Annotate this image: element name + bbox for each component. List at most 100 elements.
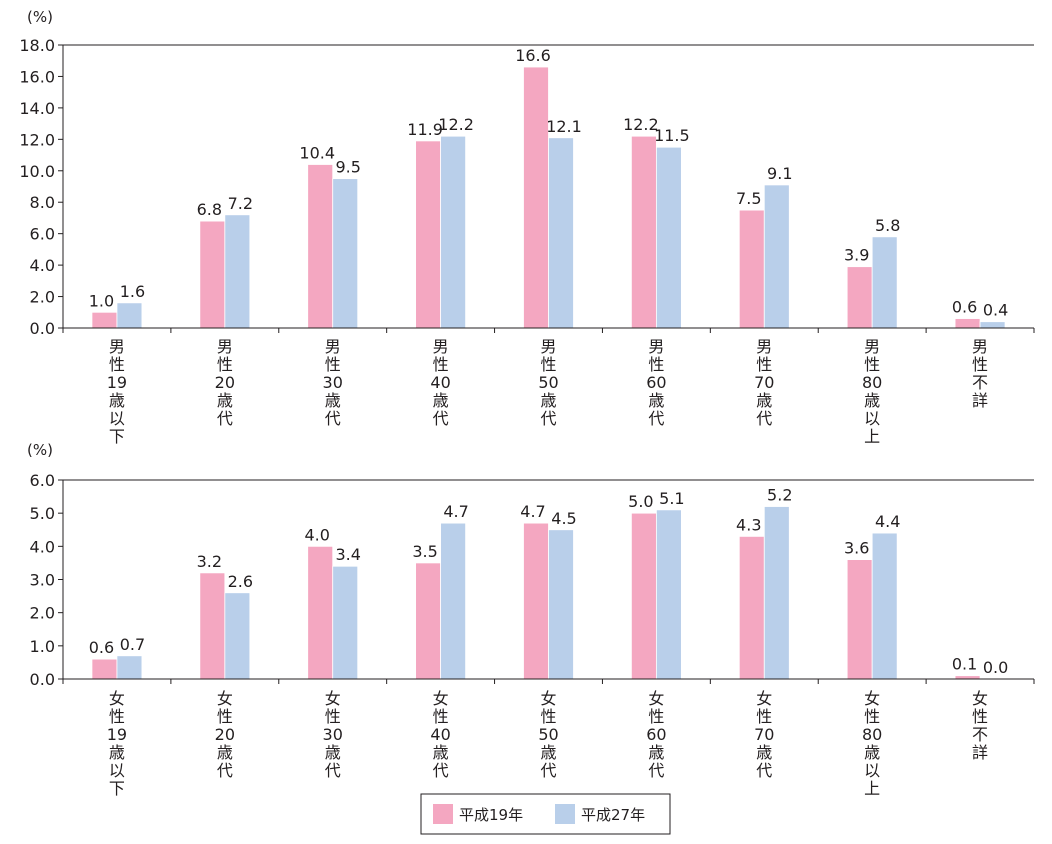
bar-female-s1-7 <box>846 559 873 680</box>
bar-male-s1-0 <box>91 311 118 329</box>
x-category-label: 男性 80 歳以上 <box>862 337 882 446</box>
y-tick-label: 0.0 <box>30 319 55 338</box>
y-unit-label: (%) <box>27 8 53 26</box>
bar-female-s2-2 <box>332 565 359 680</box>
bar-male-s2-7 <box>871 236 898 329</box>
bar-male-s2-0 <box>116 302 143 329</box>
bar-male-s1-5 <box>630 135 657 329</box>
y-tick-label: 16.0 <box>19 67 55 86</box>
y-tick-label: 5.0 <box>30 504 55 523</box>
bar-male-s1-3 <box>415 140 442 329</box>
data-label-male-s2-7: 5.8 <box>875 216 900 235</box>
data-label-male-s2-6: 9.1 <box>767 164 792 183</box>
bar-male-s1-2 <box>307 164 334 329</box>
bar-male-s1-1 <box>199 220 226 329</box>
bar-male-s1-6 <box>738 209 765 329</box>
data-label-male-s1-5: 12.2 <box>623 115 659 134</box>
data-label-female-s2-0: 0.7 <box>120 635 145 654</box>
legend-label-1: 平成19年 <box>459 806 523 824</box>
y-tick-label: 18.0 <box>19 36 55 55</box>
data-label-female-s1-5: 5.0 <box>628 492 653 511</box>
bar-male-s2-5 <box>655 146 682 329</box>
y-tick-label: 12.0 <box>19 130 55 149</box>
chart-female: (%) 0.0 1.0 2.0 3.0 4.0 5.0 6.0 0.6 0.7 女性 19 歳以下 3.2… <box>27 441 1035 798</box>
y-unit-label: (%) <box>27 441 53 459</box>
x-category-label: 女性 30 歳代 <box>323 689 343 780</box>
x-category-label: 男性 60 歳代 <box>646 337 666 428</box>
data-label-female-s2-4: 4.5 <box>551 509 576 528</box>
x-category-label: 女性 80 歳以上 <box>862 689 882 798</box>
y-tick-label: 2.0 <box>30 288 55 307</box>
legend: 平成19年 平成27年 <box>420 793 671 835</box>
bar-male-s1-4 <box>523 66 549 329</box>
data-label-male-s1-8: 0.6 <box>952 298 977 317</box>
y-tick-label: 4.0 <box>30 256 55 275</box>
data-label-male-s1-4: 16.6 <box>515 46 551 65</box>
data-label-female-s2-2: 3.4 <box>335 545 360 564</box>
data-label-male-s2-8: 0.4 <box>983 301 1008 320</box>
data-label-female-s1-2: 4.0 <box>304 525 329 544</box>
data-label-male-s1-7: 3.9 <box>844 246 869 265</box>
y-tick-label: 6.0 <box>30 225 55 244</box>
bar-male-s2-1 <box>224 214 251 329</box>
bar-male-s2-4 <box>548 137 574 329</box>
bar-male-s2-8 <box>979 321 1006 329</box>
y-tick-label: 10.0 <box>19 162 55 181</box>
data-label-male-s1-2: 10.4 <box>299 143 335 162</box>
data-label-female-s2-7: 4.4 <box>875 512 900 531</box>
data-label-female-s1-0: 0.6 <box>89 638 114 657</box>
y-tick-label: 2.0 <box>30 604 55 623</box>
bar-female-s2-0 <box>116 655 143 680</box>
x-category-label: 女性 70 歳代 <box>754 689 774 780</box>
bar-female-s2-5 <box>655 509 682 680</box>
bar-female-s1-2 <box>307 545 334 680</box>
data-label-male-s2-3: 12.2 <box>438 115 474 134</box>
data-label-female-s2-1: 2.6 <box>228 572 253 591</box>
bar-male-s1-8 <box>954 318 981 329</box>
data-label-male-s1-6: 7.5 <box>736 189 761 208</box>
bar-female-s2-6 <box>763 506 790 680</box>
x-category-label: 男性 19 歳以下 <box>107 337 127 446</box>
data-label-female-s1-1: 3.2 <box>197 552 222 571</box>
y-tick-label: 3.0 <box>30 571 55 590</box>
data-label-female-s2-8: 0.0 <box>983 658 1008 677</box>
y-tick-label: 8.0 <box>30 193 55 212</box>
bar-female-s1-3 <box>415 562 442 680</box>
data-label-male-s1-1: 6.8 <box>197 200 222 219</box>
data-label-male-s2-4: 12.1 <box>546 117 582 136</box>
x-category-label: 男性 40 歳代 <box>430 337 450 428</box>
legend-label-2: 平成27年 <box>581 806 645 824</box>
x-category-label: 女性 60 歳代 <box>646 689 666 780</box>
bar-male-s1-7 <box>846 266 873 329</box>
bar-female-s1-0 <box>91 658 118 680</box>
data-label-male-s1-0: 1.0 <box>89 291 114 310</box>
data-label-male-s2-0: 1.6 <box>120 282 145 301</box>
x-category-label: 男性 50 歳代 <box>538 337 558 428</box>
x-category-label: 男性 70 歳代 <box>754 337 774 428</box>
legend-swatch-2 <box>555 804 575 824</box>
data-label-female-s2-3: 4.7 <box>443 502 468 521</box>
y-tick-label: 14.0 <box>19 99 55 118</box>
legend-box <box>420 793 671 835</box>
x-category-label: 女性不詳 <box>972 689 988 762</box>
bar-female-s2-7 <box>871 532 898 680</box>
x-category-label: 女性 19 歳以下 <box>107 689 127 798</box>
bar-female-s1-5 <box>630 512 657 680</box>
data-label-female-s2-6: 5.2 <box>767 486 792 505</box>
bar-male-s2-2 <box>332 178 359 329</box>
x-category-label: 女性 40 歳代 <box>430 689 450 780</box>
x-category-label: 男性 30 歳代 <box>323 337 343 428</box>
data-label-female-s1-7: 3.6 <box>844 539 869 558</box>
legend-swatch-1 <box>433 804 453 824</box>
bar-female-s1-6 <box>738 535 765 680</box>
bar-female-s2-4 <box>548 529 574 680</box>
data-label-female-s2-5: 5.1 <box>659 489 684 508</box>
x-category-label: 女性 50 歳代 <box>538 689 558 780</box>
bar-male-s2-6 <box>763 184 790 329</box>
data-label-male-s2-2: 9.5 <box>335 158 360 177</box>
data-label-female-s1-6: 4.3 <box>736 515 761 534</box>
y-tick-label: 0.0 <box>30 670 55 689</box>
y-tick-label: 4.0 <box>30 537 55 556</box>
bar-female-s1-1 <box>199 572 226 680</box>
y-tick-label: 1.0 <box>30 637 55 656</box>
